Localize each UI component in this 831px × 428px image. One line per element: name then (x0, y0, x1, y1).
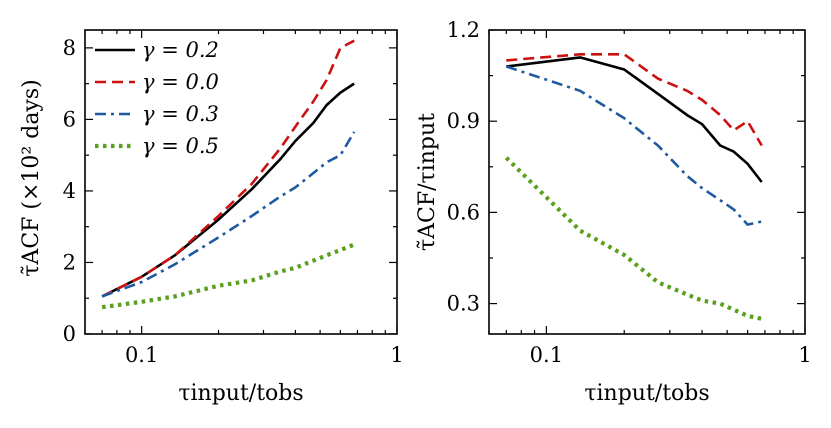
y-tick-label: 0.6 (447, 200, 480, 224)
x-tick-label: 0.1 (125, 343, 158, 367)
series-line-γ05 (101, 242, 355, 310)
y-axis-label: τ̃ACF (×10² days) (19, 79, 44, 276)
x-axis-label: τinput/tobs (584, 381, 709, 406)
y-tick-label: 4 (63, 179, 76, 203)
y-tick-label: 1.2 (447, 18, 480, 42)
series-line-γ02 (101, 82, 355, 298)
series-line-γ02 (506, 56, 763, 183)
series-line-γ00 (506, 52, 763, 147)
x-tick-label: 1 (798, 343, 811, 367)
y-tick-label: 0.9 (447, 109, 480, 133)
x-tick-label: 1 (390, 343, 403, 367)
legend-label: γ = 0.5 (142, 134, 219, 158)
y-tick-label: 6 (63, 107, 76, 131)
legend-label: γ = 0.0 (142, 70, 219, 94)
x-axis-label: τinput/tobs (178, 381, 303, 406)
y-tick-label: 0.3 (447, 292, 480, 316)
panel-left: 0.1 1 0 2 4 6 8 τinput/tobs τ̃ACF (×10² days) γ =… (19, 29, 404, 406)
legend-label: γ = 0.3 (142, 102, 219, 126)
y-axis-label: τ̃ACF/τinput (415, 113, 440, 251)
plot-frame (488, 29, 806, 335)
series-line-γ00 (101, 39, 355, 298)
legend: γ = 0.2 γ = 0.0 γ = 0.3 γ = 0.5 (95, 38, 219, 158)
plot-frame (84, 29, 398, 335)
series-line-γ03 (505, 65, 762, 226)
y-tick-label: 2 (63, 250, 76, 274)
series-line-γ05 (504, 156, 763, 321)
x-tick-label: 0.1 (530, 343, 563, 367)
y-tick-label: 0 (63, 322, 76, 346)
legend-label: γ = 0.2 (142, 38, 219, 62)
series-line-γ03 (101, 131, 356, 298)
y-tick-label: 8 (63, 36, 76, 60)
panel-right: 0.1 1 0.3 0.6 0.9 1.2 τinput/tobs τ̃ACF/τinput (415, 18, 812, 406)
